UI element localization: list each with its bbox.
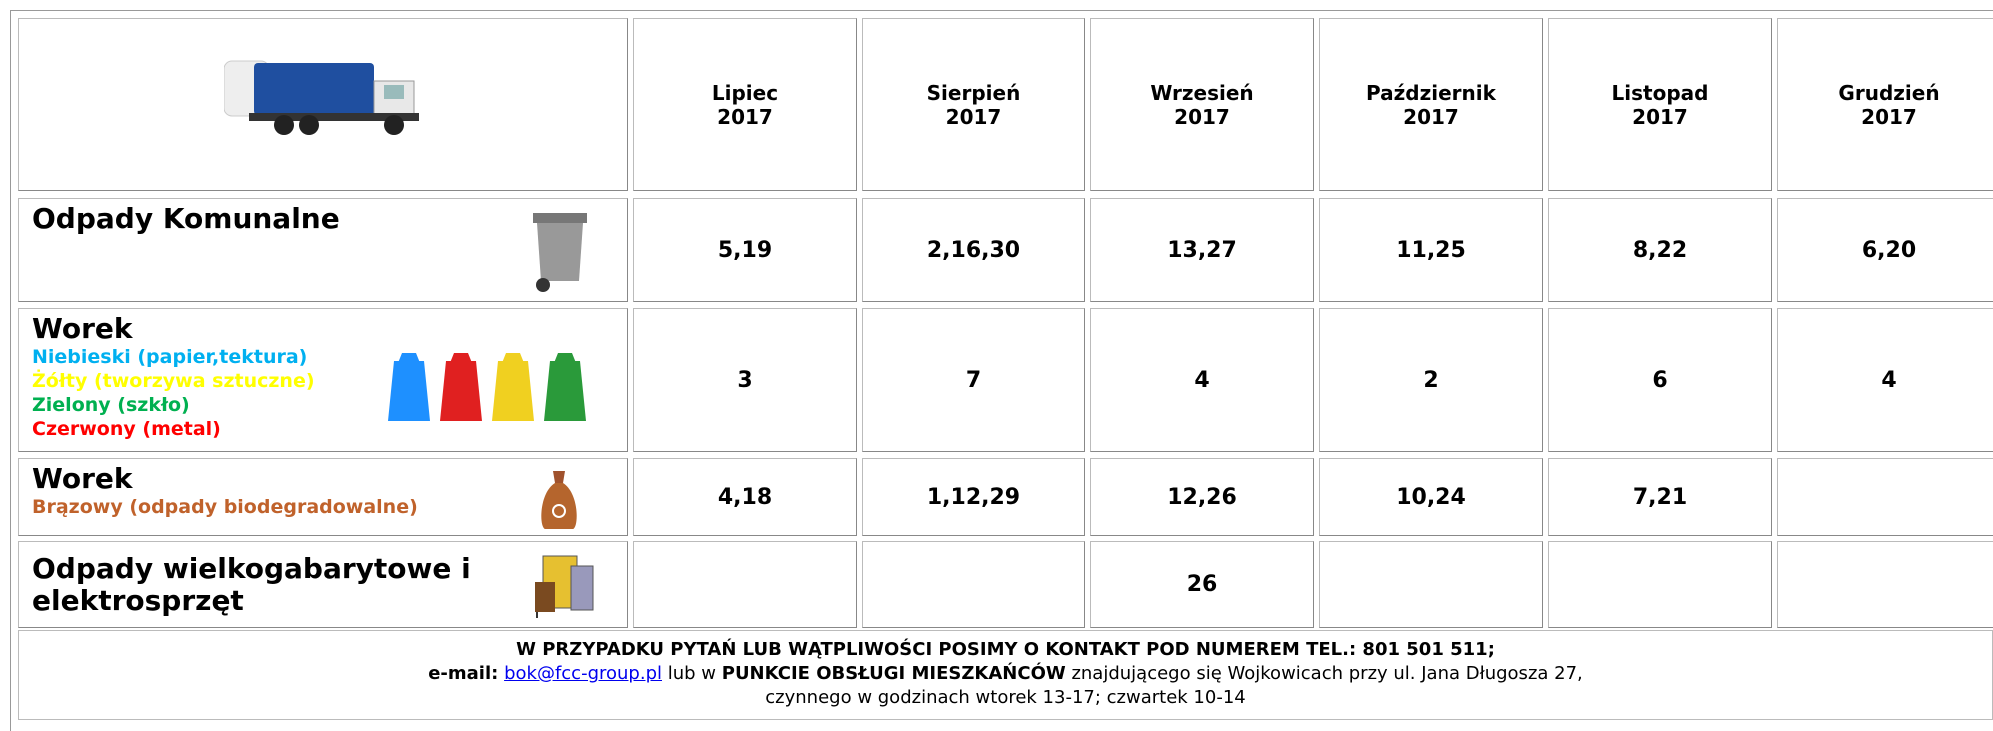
date-cell: 13,27 xyxy=(1090,198,1314,302)
pickup-dates: 2,16,30 xyxy=(927,238,1020,263)
date-cell xyxy=(1777,541,1993,628)
date-cell: 1,12,29 xyxy=(862,458,1085,536)
month-name: Wrzesień xyxy=(1150,81,1253,105)
date-cell: 10,24 xyxy=(1319,458,1543,536)
pickup-dates: 2 xyxy=(1423,368,1438,393)
footer-text: znajdującego się Wojkowicach przy ul. Ja… xyxy=(1071,663,1582,684)
month-year: 2017 xyxy=(1861,105,1917,129)
date-cell xyxy=(1548,541,1772,628)
row-sublabel: Brązowy (odpady biodegradowalne) xyxy=(32,495,627,519)
date-cell xyxy=(1319,541,1543,628)
row-label: Odpady wielkogabarytowe i elektrosprzęt xyxy=(32,553,502,617)
pickup-dates: 8,22 xyxy=(1633,238,1687,263)
email-label: e-mail: xyxy=(428,663,498,684)
bags-icon-graphic xyxy=(384,351,589,425)
furniture-icon-graphic xyxy=(531,552,597,620)
footer-line: W PRZYPADKU PYTAŃ LUB WĄTPLIWOŚCI POSIMY… xyxy=(19,638,1992,662)
date-cell: 4,18 xyxy=(633,458,857,536)
date-cell xyxy=(1777,458,1993,536)
date-cell: 8,22 xyxy=(1548,198,1772,302)
date-cell: 7 xyxy=(862,308,1085,452)
email-link[interactable]: bok@fcc-group.pl xyxy=(504,663,662,684)
pickup-dates: 4 xyxy=(1194,368,1209,393)
header-corner xyxy=(18,18,628,191)
row-label-block: Odpady wielkogabarytowe i elektrosprzęt xyxy=(19,553,502,617)
furniture-icon xyxy=(531,552,597,620)
month-name: Sierpień xyxy=(927,81,1021,105)
date-cell: 2 xyxy=(1319,308,1543,452)
month-name: Październik xyxy=(1366,81,1496,105)
pickup-dates: 10,24 xyxy=(1396,485,1466,510)
month-year: 2017 xyxy=(1174,105,1230,129)
row-label: Worek xyxy=(32,463,627,495)
pickup-dates: 5,19 xyxy=(718,238,772,263)
month-year: 2017 xyxy=(946,105,1002,129)
truck-icon xyxy=(224,51,429,143)
footer-line: czynnego w godzinach wtorek 13-17; czwar… xyxy=(19,686,1992,710)
date-cell: 26 xyxy=(1090,541,1314,628)
pickup-dates: 11,25 xyxy=(1396,238,1466,263)
date-cell: 7,21 xyxy=(1548,458,1772,536)
bin-icon-graphic xyxy=(527,209,593,293)
date-cell: 3 xyxy=(633,308,857,452)
footer: W PRZYPADKU PYTAŃ LUB WĄTPLIWOŚCI POSIMY… xyxy=(18,630,1993,720)
pickup-dates: 13,27 xyxy=(1167,238,1237,263)
date-cell xyxy=(633,541,857,628)
month-name: Listopad xyxy=(1612,81,1709,105)
month-name: Lipiec xyxy=(712,81,778,105)
sack-icon xyxy=(539,469,579,531)
date-cell xyxy=(862,541,1085,628)
footer-text: czynnego w godzinach wtorek 13-17; czwar… xyxy=(765,687,1245,708)
date-cell: 12,26 xyxy=(1090,458,1314,536)
pickup-dates: 7,21 xyxy=(1633,485,1687,510)
pickup-dates: 7 xyxy=(966,368,981,393)
pickup-dates: 26 xyxy=(1187,572,1218,597)
date-cell: 6,20 xyxy=(1777,198,1993,302)
row-label-cell: Odpady wielkogabarytowe i elektrosprzęt xyxy=(18,541,628,628)
pickup-dates: 3 xyxy=(737,368,752,393)
pickup-dates: 6 xyxy=(1652,368,1667,393)
month-name: Grudzień xyxy=(1838,81,1939,105)
date-cell: 5,19 xyxy=(633,198,857,302)
pickup-dates: 12,26 xyxy=(1167,485,1237,510)
row-label: Worek xyxy=(32,313,627,345)
date-cell: 6 xyxy=(1548,308,1772,452)
row-label-cell: Odpady Komunalne xyxy=(18,198,628,302)
footer-line: e-mail: bok@fcc-group.pl lub w PUNKCIE O… xyxy=(19,662,1992,686)
pickup-dates: 6,20 xyxy=(1862,238,1916,263)
office-name: PUNKCIE OBSŁUGI MIESZKAŃCÓW xyxy=(722,663,1066,684)
month-year: 2017 xyxy=(1403,105,1459,129)
date-cell: 4 xyxy=(1090,308,1314,452)
date-cell: 4 xyxy=(1777,308,1993,452)
month-year: 2017 xyxy=(1632,105,1688,129)
footer-text: W PRZYPADKU PYTAŃ LUB WĄTPLIWOŚCI POSIMY… xyxy=(516,639,1495,660)
pickup-dates: 4,18 xyxy=(718,485,772,510)
truck-icon-graphic xyxy=(224,51,429,143)
sack-icon-graphic xyxy=(539,469,579,531)
date-cell: 2,16,30 xyxy=(862,198,1085,302)
date-cell: 11,25 xyxy=(1319,198,1543,302)
pickup-dates: 1,12,29 xyxy=(927,485,1020,510)
month-year: 2017 xyxy=(717,105,773,129)
pickup-dates: 4 xyxy=(1881,368,1896,393)
bin-icon xyxy=(527,209,593,293)
footer-text: lub w xyxy=(668,663,716,684)
bags-icon xyxy=(384,351,589,425)
